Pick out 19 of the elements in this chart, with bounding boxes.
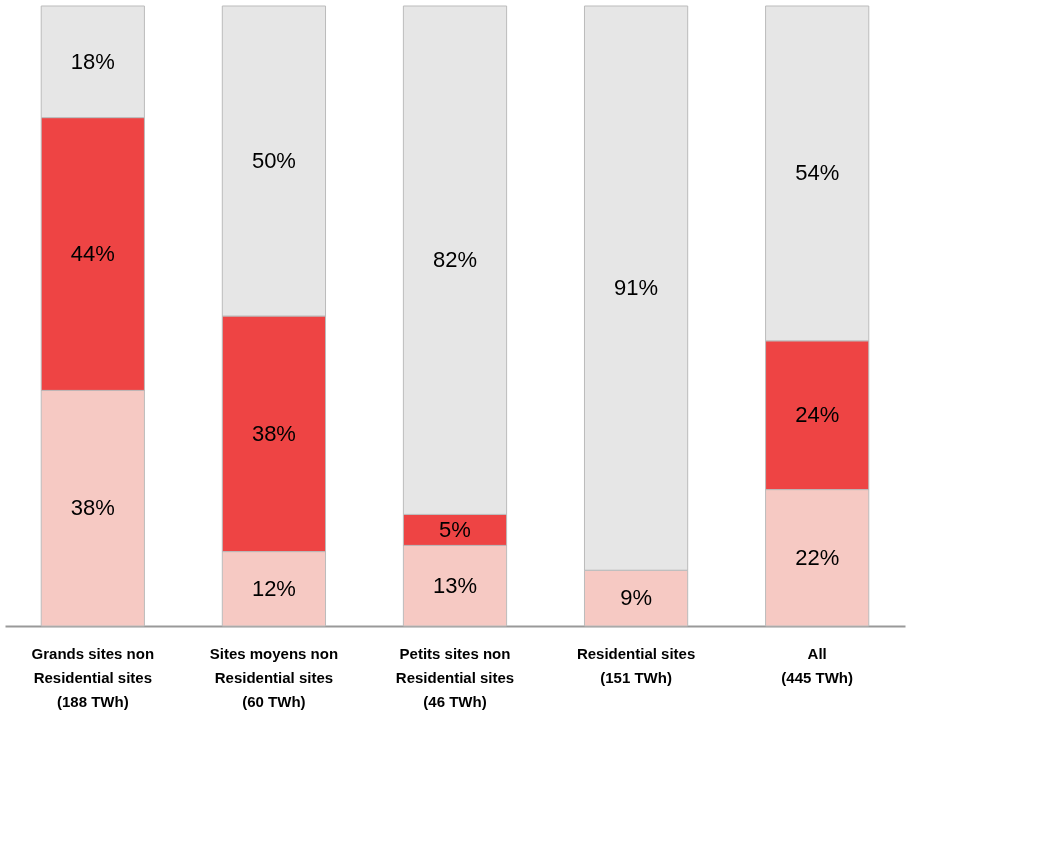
data-label: 24% (795, 402, 840, 428)
data-label: 13% (432, 572, 478, 598)
data-label: 18% (70, 48, 115, 74)
x-tick-label: Petits sites non Residential sites (46 TWh) (395, 644, 515, 710)
data-label: 54% (795, 160, 840, 186)
data-label: 5% (439, 516, 471, 542)
data-label: 91% (614, 275, 659, 301)
data-label: 9% (620, 585, 652, 611)
data-label: 38% (70, 495, 115, 521)
x-tick-label: Sites moyens non Residential sites (60 TWh) (209, 644, 339, 710)
data-label: 44% (70, 241, 115, 266)
data-label: 12% (251, 575, 296, 601)
x-tick-label: Grands sites non Residential sites (188 TWh) (31, 644, 155, 710)
x-tick-label: All (445 TWh) (781, 644, 854, 686)
data-label: 22% (795, 544, 840, 570)
data-label: 38% (251, 420, 296, 446)
data-label: 50% (251, 148, 296, 173)
data-label: 82% (432, 247, 478, 273)
x-tick-label: Residential sites (151 TWh) (576, 644, 696, 686)
